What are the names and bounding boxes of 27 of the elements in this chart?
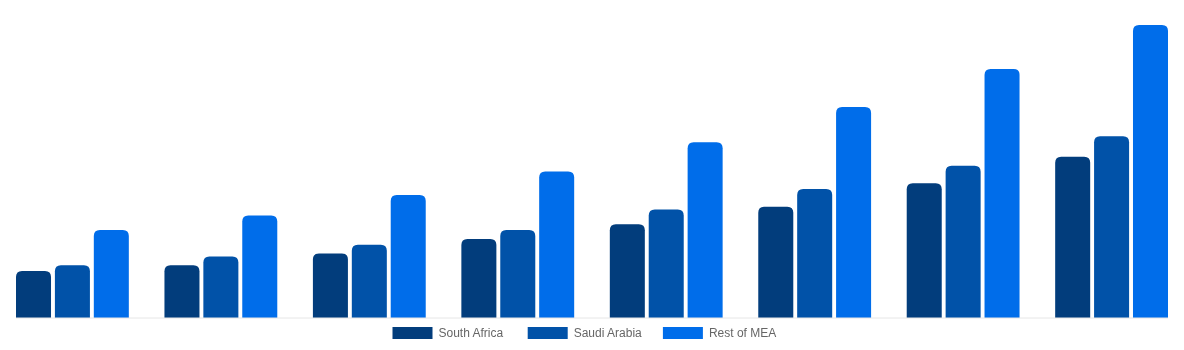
bar: [54, 265, 90, 318]
bar: [687, 142, 723, 318]
bar: [93, 230, 129, 318]
bar: [758, 206, 794, 318]
bar: [500, 230, 536, 318]
bar: [539, 171, 575, 318]
bar: [312, 253, 348, 318]
bar: [1094, 136, 1130, 318]
bar: [203, 256, 239, 318]
bar: [836, 107, 872, 318]
bar: [945, 165, 981, 318]
bar: [1055, 156, 1091, 318]
bar: [390, 194, 426, 318]
legend-label: South Africa: [438, 326, 504, 340]
bar: [797, 189, 833, 318]
bar: [609, 224, 645, 318]
bar: [648, 209, 684, 318]
bar: [242, 215, 278, 318]
legend-label: Saudi Arabia: [573, 326, 643, 340]
legend-label: Rest of MEA: [708, 326, 777, 340]
bar: [906, 183, 942, 318]
bar: [164, 265, 200, 318]
bar: [16, 271, 52, 318]
bar: [351, 244, 387, 318]
bar: [461, 238, 497, 318]
bar: [984, 68, 1020, 318]
bar: [1132, 25, 1168, 318]
